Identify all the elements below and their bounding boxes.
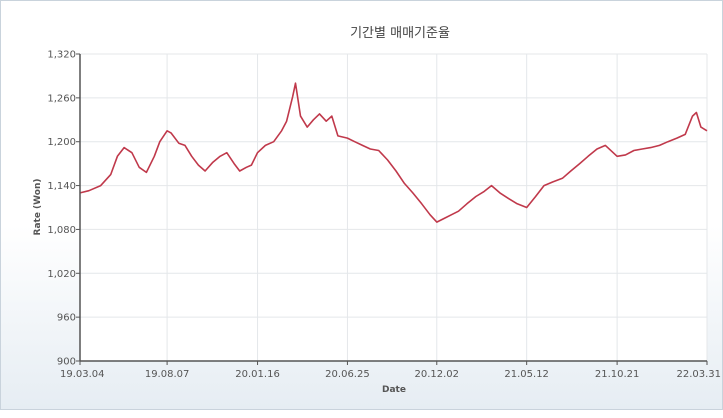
y-tick-label: 1,140: [47, 181, 76, 192]
x-axis-label: Date: [382, 385, 406, 395]
x-tick-label: 19.08.07: [145, 369, 190, 380]
x-tick-label: 21.05.12: [504, 369, 549, 380]
y-axis-ticks: 900 960 1,020 1,080 1,140 1,200 1,260 1,320: [47, 50, 80, 368]
x-tick-label: 19.03.04: [60, 369, 105, 380]
plot-area: [80, 54, 707, 361]
y-tick-label: 960: [57, 313, 76, 324]
x-axis-ticks: 19.03.04 19.08.07 20.01.16 20.06.25 20.12.02…: [60, 361, 721, 380]
y-tick-label: 1,260: [47, 93, 76, 104]
y-tick-label: 1,020: [47, 269, 76, 280]
y-axis-label: Rate (Won): [33, 179, 43, 236]
series-line: [79, 82, 708, 223]
y-tick-label: 900: [57, 357, 76, 368]
y-tick-label: 1,080: [47, 225, 76, 236]
chart-title: 기간별 매매기준율: [350, 26, 450, 41]
x-tick-label: 20.06.25: [325, 369, 370, 380]
x-tick-label: 20.12.02: [415, 369, 460, 380]
x-tick-label: 22.03.31: [676, 369, 721, 380]
x-tick-label: 20.01.16: [235, 369, 280, 380]
y-tick-label: 1,320: [47, 50, 76, 61]
gridlines: [80, 53, 708, 361]
y-tick-label: 1,200: [47, 137, 76, 148]
x-tick-label: 21.10.21: [595, 369, 640, 380]
